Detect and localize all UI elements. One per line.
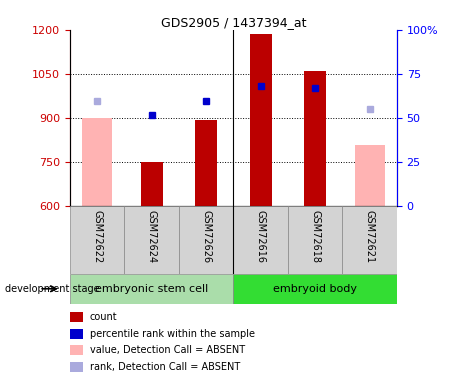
Text: GSM72626: GSM72626 xyxy=(201,210,211,263)
Bar xyxy=(70,312,83,322)
Bar xyxy=(288,206,342,274)
Bar xyxy=(70,345,83,355)
Text: rank, Detection Call = ABSENT: rank, Detection Call = ABSENT xyxy=(89,362,240,372)
Text: count: count xyxy=(89,312,117,322)
Text: embryoid body: embryoid body xyxy=(273,284,357,294)
Bar xyxy=(141,162,162,206)
Text: GSM72621: GSM72621 xyxy=(364,210,375,263)
Text: GSM72616: GSM72616 xyxy=(256,210,266,262)
Bar xyxy=(250,34,272,206)
Text: development stage: development stage xyxy=(5,284,99,294)
Text: embryonic stem cell: embryonic stem cell xyxy=(95,284,208,294)
Title: GDS2905 / 1437394_at: GDS2905 / 1437394_at xyxy=(161,16,306,29)
Text: percentile rank within the sample: percentile rank within the sample xyxy=(89,328,254,339)
Bar xyxy=(82,117,112,206)
Bar xyxy=(304,71,326,206)
Text: GSM72622: GSM72622 xyxy=(92,210,102,263)
Bar xyxy=(234,274,397,304)
Bar xyxy=(70,362,83,372)
Text: value, Detection Call = ABSENT: value, Detection Call = ABSENT xyxy=(89,345,244,355)
Text: GSM72624: GSM72624 xyxy=(147,210,156,263)
Bar xyxy=(70,328,83,339)
Bar xyxy=(70,206,124,274)
Bar xyxy=(354,145,385,206)
Bar xyxy=(179,206,234,274)
Bar xyxy=(195,120,217,206)
Bar xyxy=(70,274,234,304)
Bar xyxy=(234,206,288,274)
Text: GSM72618: GSM72618 xyxy=(310,210,320,262)
Bar xyxy=(342,206,397,274)
Bar xyxy=(124,206,179,274)
